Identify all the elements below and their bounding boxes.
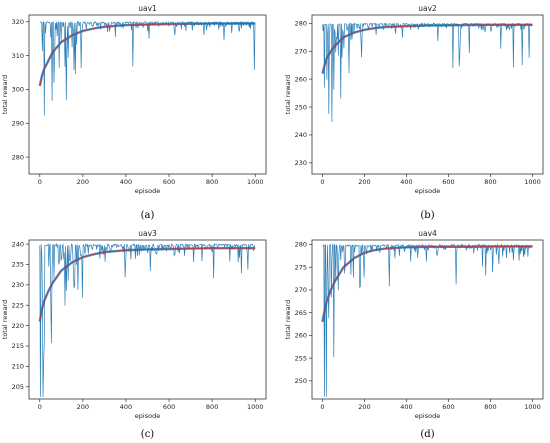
raw-reward-line — [39, 20, 256, 116]
x-tick-label: 600 — [163, 403, 175, 411]
x-tick-label: 200 — [77, 403, 89, 411]
x-tick-label: 0 — [38, 403, 42, 411]
y-axis-label: total reward — [1, 300, 9, 339]
chart-panel-1: uav1 0 200 400 600 800 1000 280 290 300 310 320 epis… — [1, 4, 267, 221]
x-tick-label: 1000 — [524, 403, 541, 411]
x-tick-label: 600 — [442, 178, 454, 186]
chart-panel-2: uav2 0 200 400 600 800 1000 230 240 250 260 270 280 e… — [284, 4, 544, 221]
x-tick-label: 200 — [358, 403, 370, 411]
y-tick-label: 235 — [12, 261, 24, 269]
y-tick-label: 280 — [295, 241, 307, 249]
x-tick-label: 0 — [38, 178, 42, 186]
subfigure-caption: (b) — [420, 210, 434, 221]
y-tick-label: 300 — [12, 86, 24, 94]
chart-title: uav2 — [418, 4, 437, 13]
series-line-2 — [39, 23, 256, 87]
y-tick-label: 230 — [295, 159, 307, 167]
x-tick-label: 0 — [320, 178, 324, 186]
chart-panel-3: uav3 0 200 400 600 800 1000 205 210 215 220 225 230 2… — [1, 229, 267, 440]
y-tick-label: 230 — [12, 281, 24, 289]
y-axis-label: total reward — [284, 75, 292, 114]
y-tick-label: 280 — [12, 153, 24, 161]
x-tick-label: 600 — [442, 403, 454, 411]
chart-panel-4: uav4 0 200 400 600 800 1000 250 255 260 265 270 275 2… — [284, 229, 544, 440]
y-tick-label: 255 — [295, 354, 307, 362]
x-tick-label: 600 — [163, 178, 175, 186]
subfigure-caption: (c) — [141, 429, 155, 440]
plot-frame — [311, 14, 544, 175]
y-tick-label: 320 — [12, 18, 24, 26]
y-tick-label: 265 — [295, 309, 307, 317]
series-line-2 — [322, 24, 533, 74]
chart-title: uav1 — [138, 4, 157, 13]
x-tick-label: 400 — [400, 178, 412, 186]
y-tick-label: 275 — [295, 263, 307, 271]
x-tick-label: 400 — [120, 178, 132, 186]
y-tick-label: 250 — [295, 377, 307, 385]
y-tick-label: 215 — [12, 342, 24, 350]
x-tick-label: 800 — [484, 178, 496, 186]
x-tick-label: 0 — [320, 403, 324, 411]
subfigure-caption: (d) — [420, 429, 434, 440]
y-tick-label: 205 — [12, 383, 24, 391]
x-tick-label: 400 — [120, 403, 132, 411]
chart-title: uav4 — [418, 229, 437, 238]
x-tick-label: 1000 — [524, 178, 541, 186]
raw-reward-line — [39, 242, 255, 398]
x-axis-label: episode — [415, 187, 440, 195]
series-line-2 — [39, 247, 256, 322]
y-tick-label: 240 — [12, 240, 24, 248]
x-tick-label: 400 — [400, 403, 412, 411]
subfigure-caption: (a) — [141, 210, 155, 221]
x-tick-label: 800 — [206, 178, 218, 186]
y-tick-label: 260 — [295, 75, 307, 83]
y-axis-label: total reward — [1, 75, 9, 114]
x-tick-label: 200 — [358, 178, 370, 186]
y-axis-label: total reward — [284, 300, 292, 339]
y-tick-label: 240 — [295, 131, 307, 139]
y-tick-label: 220 — [12, 322, 24, 330]
y-tick-label: 290 — [12, 119, 24, 127]
x-tick-label: 800 — [484, 403, 496, 411]
x-tick-label: 800 — [206, 403, 218, 411]
y-tick-label: 250 — [295, 103, 307, 111]
x-tick-label: 200 — [77, 178, 89, 186]
chart-title: uav3 — [138, 229, 157, 238]
y-tick-label: 225 — [12, 301, 24, 309]
x-tick-label: 1000 — [247, 403, 264, 411]
y-tick-label: 260 — [295, 332, 307, 340]
x-tick-label: 1000 — [247, 178, 264, 186]
y-tick-label: 310 — [12, 52, 24, 60]
y-tick-label: 210 — [12, 363, 24, 371]
x-axis-label: episode — [135, 187, 160, 195]
y-tick-label: 270 — [295, 47, 307, 55]
x-axis-label: episode — [135, 412, 160, 420]
y-tick-label: 280 — [295, 20, 307, 28]
x-axis-label: episode — [415, 412, 440, 420]
series-line-2 — [322, 245, 533, 322]
y-tick-label: 270 — [295, 286, 307, 294]
